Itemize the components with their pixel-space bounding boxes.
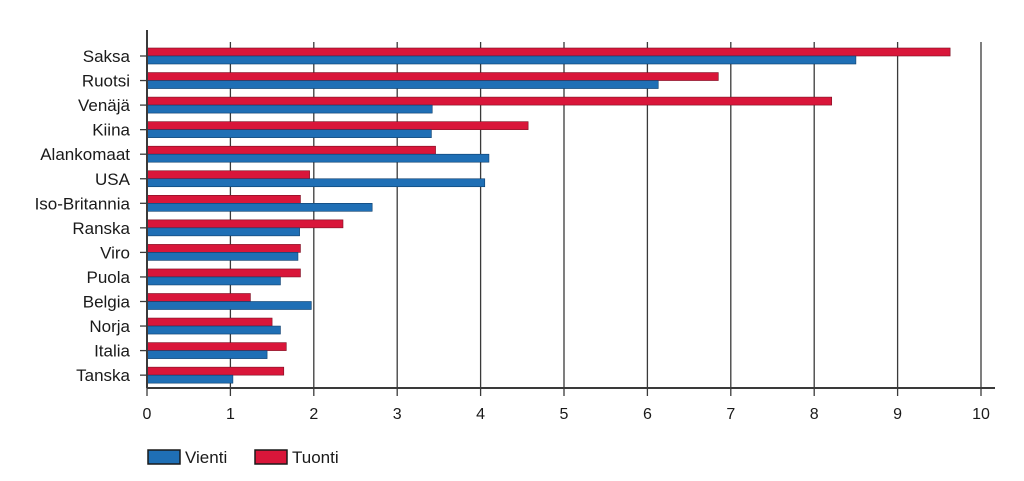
- bars: [146, 47, 951, 384]
- legend: Vienti Tuonti: [147, 448, 339, 467]
- x-tick-label-10: 10: [972, 406, 990, 423]
- x-tick-label-2: 2: [309, 406, 318, 423]
- bar-vienti-8: [146, 252, 299, 261]
- bar-vienti-2: [146, 104, 433, 114]
- bar-tuonti-8: [146, 244, 301, 253]
- category-label-11: Norja: [89, 317, 130, 336]
- x-tick-label-0: 0: [143, 406, 152, 423]
- bar-vienti-12: [146, 350, 268, 359]
- category-label-12: Italia: [94, 342, 130, 361]
- category-label-4: Alankomaat: [40, 145, 130, 164]
- bar-tuonti-12: [146, 342, 287, 351]
- legend-label-tuonti: Tuonti: [292, 448, 339, 467]
- x-tick-label-5: 5: [560, 406, 569, 423]
- grid-lines: [229, 42, 982, 388]
- category-label-2: Venäjä: [78, 96, 131, 115]
- axes: [140, 30, 995, 396]
- bar-tuonti-11: [146, 317, 273, 327]
- bar-tuonti-5: [146, 170, 310, 180]
- bar-vienti-1: [146, 80, 659, 89]
- category-label-0: Saksa: [83, 47, 131, 66]
- bar-vienti-9: [146, 276, 281, 286]
- legend-label-vienti: Vienti: [185, 448, 227, 467]
- x-tick-label-7: 7: [726, 406, 735, 423]
- bar-vienti-6: [146, 203, 373, 212]
- bar-tuonti-3: [146, 121, 529, 130]
- category-label-7: Ranska: [72, 219, 130, 238]
- category-label-5: USA: [95, 170, 131, 189]
- bar-tuonti-1: [146, 72, 719, 81]
- x-tick-label-1: 1: [226, 406, 235, 423]
- category-label-3: Kiina: [92, 121, 130, 140]
- x-tick-label-6: 6: [643, 406, 652, 423]
- legend-swatch-tuonti: [254, 449, 288, 465]
- bar-vienti-7: [146, 227, 300, 237]
- bar-tuonti-4: [146, 145, 436, 155]
- category-label-13: Tanska: [76, 366, 130, 385]
- legend-swatch-vienti: [147, 449, 181, 465]
- category-label-10: Belgia: [83, 293, 131, 312]
- bar-vienti-5: [146, 178, 486, 188]
- category-label-6: Iso-Britannia: [35, 194, 131, 213]
- bar-tuonti-7: [146, 219, 344, 229]
- category-label-9: Puola: [87, 268, 131, 287]
- bar-tuonti-2: [146, 96, 833, 106]
- bar-vienti-11: [146, 325, 281, 335]
- x-tick-label-8: 8: [810, 406, 819, 423]
- category-label-8: Viro: [100, 243, 130, 262]
- bar-vienti-0: [146, 55, 857, 65]
- labels: Saksa Ruotsi Venäjä Kiina Alankomaat USA Iso-B…: [35, 47, 990, 423]
- bar-tuonti-6: [146, 195, 301, 204]
- bar-tuonti-10: [146, 293, 251, 302]
- x-tick-label-4: 4: [476, 406, 485, 423]
- bar-tuonti-13: [146, 366, 285, 376]
- bar-tuonti-0: [146, 47, 951, 57]
- x-tick-label-3: 3: [393, 406, 402, 423]
- x-tick-label-9: 9: [893, 406, 902, 423]
- bar-vienti-3: [146, 129, 432, 138]
- bar-tuonti-9: [146, 268, 301, 278]
- bar-vienti-13: [146, 374, 234, 384]
- bar-vienti-10: [146, 301, 312, 310]
- category-label-1: Ruotsi: [82, 72, 130, 91]
- bar-vienti-4: [146, 153, 490, 163]
